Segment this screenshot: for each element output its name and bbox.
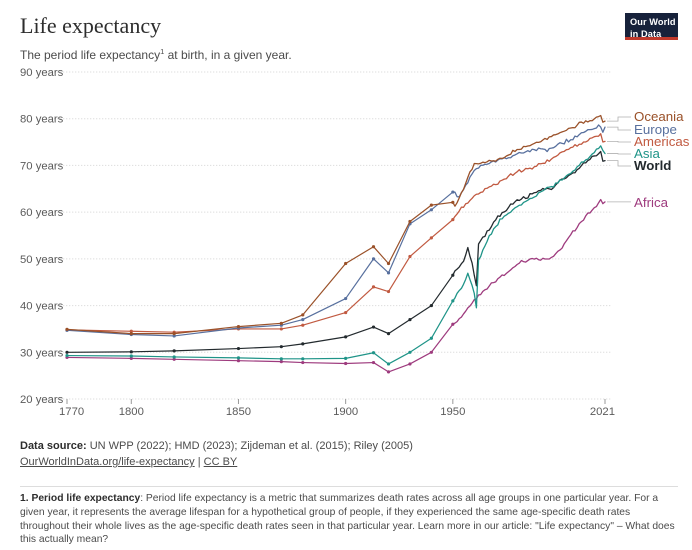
svg-text:40 years: 40 years bbox=[20, 301, 64, 313]
svg-text:Africa: Africa bbox=[634, 195, 669, 210]
svg-text:1900: 1900 bbox=[333, 406, 358, 418]
svg-text:70 years: 70 years bbox=[20, 160, 64, 172]
svg-text:30 years: 30 years bbox=[20, 347, 64, 359]
svg-text:1850: 1850 bbox=[226, 406, 251, 418]
svg-text:World: World bbox=[634, 158, 671, 173]
svg-text:2021: 2021 bbox=[590, 406, 615, 418]
svg-text:1950: 1950 bbox=[440, 406, 465, 418]
svg-text:50 years: 50 years bbox=[20, 254, 64, 266]
svg-text:1800: 1800 bbox=[119, 406, 144, 418]
svg-text:1770: 1770 bbox=[59, 406, 84, 418]
svg-text:60 years: 60 years bbox=[20, 207, 64, 219]
svg-text:90 years: 90 years bbox=[20, 67, 64, 79]
svg-text:80 years: 80 years bbox=[20, 114, 64, 126]
svg-text:20 years: 20 years bbox=[20, 394, 64, 406]
